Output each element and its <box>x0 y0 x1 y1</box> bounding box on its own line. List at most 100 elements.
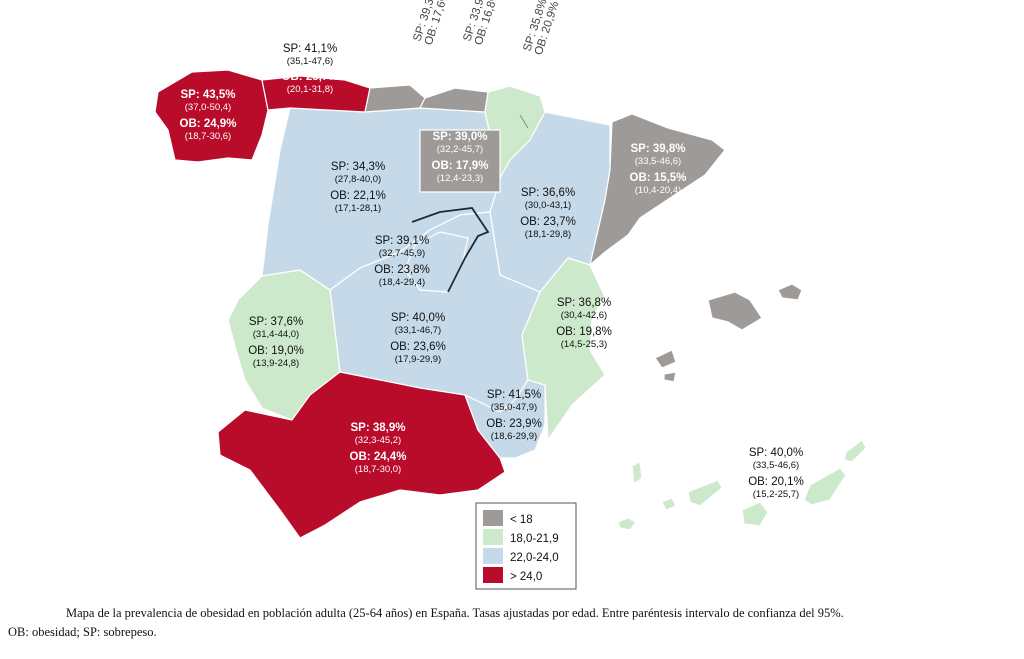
region-label-galicia-sp-ci: (37,0-50,4) <box>185 102 231 113</box>
navarra-leader-line <box>519 114 529 129</box>
legend-swatch-1 <box>483 510 503 526</box>
region-label-asturias-ob: OB: 25,7% <box>282 71 339 83</box>
region-label-aragon-sp-ci: (30,0-43,1) <box>525 200 571 211</box>
region-label-c-valenciana-sp: SP: 36,8% <box>557 297 611 309</box>
region-label-islas-baleares-ob-ci: (6,9-14,2) <box>779 351 820 362</box>
region-label-castilla-y-leon-sp-ci: (27,8-40,0) <box>335 174 381 185</box>
region-label-islas-baleares-sp: SP: 32,2% <box>773 309 828 321</box>
region-label-asturias-ob-ci: (20,1-31,8) <box>287 84 333 95</box>
region-label-c-valenciana-ob-ci: (14,5-25,3) <box>561 339 607 350</box>
region-label-castilla-la-mancha: SP: 40,0%(33,1-46,7) OB: 23,6%(17,9-29,9) <box>390 312 446 365</box>
region-label-galicia-ob-ci: (18,7-30,6) <box>185 131 231 142</box>
region-label-islas-baleares-ob: OB: 10,5% <box>772 338 829 350</box>
region-baleares-formentera <box>663 371 677 383</box>
region-label-andalucia: SP: 38,9%(32,3-45,2) OB: 24,4%(18,7-30,0) <box>350 422 407 475</box>
madrid-border-line <box>411 207 490 293</box>
region-label-asturias-sp-ci: (35,1-47,6) <box>287 56 333 67</box>
region-la-rioja <box>419 129 501 193</box>
region-label-la-rioja-ob-ci: (12,4-23,3) <box>437 173 483 184</box>
region-label-madrid-sp: SP: 39,1% <box>375 235 429 247</box>
region-label-madrid-ob: OB: 23,8% <box>374 264 430 276</box>
region-label-la-rioja-sp-ci: (32,2-45,7) <box>437 144 483 155</box>
region-label-islas-baleares: SP: 32,2%(26,4-38,0) OB: 10,5%(6,9-14,2) <box>772 309 829 362</box>
region-label-castilla-la-mancha-sp: SP: 40,0% <box>391 312 445 324</box>
region-label-cantabria: SP: 39,3% (33,1-45,8)OB: 17,6% (12,8-22,… <box>411 0 466 47</box>
region-label-canarias-sp-ci: (33,5-46,6) <box>753 460 799 471</box>
region-galicia <box>154 69 269 163</box>
region-label-aragon-sp: SP: 36,6% <box>521 187 575 199</box>
region-label-navarra: SP: 35,8% (29,5-42,4)OB: 20,9% (15,6-26,… <box>521 0 576 57</box>
region-baleares-ibiza <box>654 349 677 369</box>
region-canarias-fuerteventura <box>803 467 847 506</box>
legend-label-4: > 24,0 <box>510 571 542 583</box>
region-murcia <box>464 379 546 459</box>
caption-line-1: Mapa de la prevalencia de obesidad en po… <box>66 606 844 620</box>
legend-swatch-2 <box>483 529 503 545</box>
region-label-castilla-y-leon: SP: 34,3%(27,8-40,0) OB: 22,1%(17,1-28,1) <box>330 161 386 214</box>
region-label-c-valenciana: SP: 36,8%(30,4-42,6) OB: 19,8%(14,5-25,3) <box>556 297 612 350</box>
region-baleares-mallorca <box>707 291 763 331</box>
region-label-aragon: SP: 36,6%(30,0-43,1) OB: 23,7%(18,1-29,8) <box>520 187 576 240</box>
region-canarias-lanzarote <box>843 439 867 463</box>
region-extremadura <box>227 269 341 421</box>
region-label-canarias-sp: SP: 40,0% <box>749 447 803 459</box>
region-label-murcia-ob: OB: 23,9% <box>486 418 542 430</box>
region-label-andalucia-sp-ci: (32,3-45,2) <box>355 435 401 446</box>
region-andalucia <box>217 371 506 539</box>
region-label-castilla-y-leon-ob: OB: 22,1% <box>330 190 386 202</box>
region-label-andalucia-ob-ci: (18,7-30,0) <box>355 464 401 475</box>
region-cataluna <box>589 113 726 266</box>
region-label-cataluna-sp: SP: 39,8% <box>631 143 686 155</box>
region-baleares-menorca <box>777 283 803 301</box>
region-label-castilla-la-mancha-sp-ci: (33,1-46,7) <box>395 325 441 336</box>
region-cantabria <box>364 84 426 113</box>
region-label-extremadura-sp-ci: (31,4-44,0) <box>253 329 299 340</box>
region-label-castilla-y-leon-ob-ci: (17,1-28,1) <box>335 203 381 214</box>
region-label-castilla-y-leon-sp: SP: 34,3% <box>331 161 385 173</box>
region-label-canarias-ob-ci: (15,2-25,7) <box>753 489 799 500</box>
region-label-galicia-ob: OB: 24,9% <box>180 118 237 130</box>
region-label-andalucia-ob: OB: 24,4% <box>350 451 407 463</box>
region-label-cataluna-ob: OB: 15,5% <box>630 172 687 184</box>
region-label-c-valenciana-ob: OB: 19,8% <box>556 326 612 338</box>
legend-label-1: < 18 <box>510 514 533 526</box>
region-canarias-la-gomera <box>661 497 677 511</box>
region-label-murcia-sp-ci: (35,0-47,9) <box>491 402 537 413</box>
region-label-galicia-sp: SP: 43,5% <box>181 89 236 101</box>
region-label-castilla-la-mancha-ob-ci: (17,9-29,9) <box>395 354 441 365</box>
region-label-extremadura: SP: 37,6%(31,4-44,0) OB: 19,0%(13,9-24,8) <box>248 316 304 369</box>
region-canarias-la-palma <box>631 461 643 485</box>
region-label-cataluna-ob-ci: (10,4-20,4) <box>635 185 681 196</box>
region-label-la-rioja: SP: 39,0%(32,2-45,7) OB: 17,9%(12,4-23,3) <box>432 131 489 184</box>
region-label-pais-vasco-text: SP: 33,9% (27,9-40,1)OB: 16,8% (12,9-21,… <box>461 0 516 47</box>
caption-line-2: OB: obesidad; SP: sobrepeso. <box>8 625 157 639</box>
region-label-navarra-text: SP: 35,8% (29,5-42,4)OB: 20,9% (15,6-26,… <box>521 0 576 57</box>
spain-obesity-map: SP: 43,5%(37,0-50,4) OB: 24,9%(18,7-30,6)… <box>154 0 867 590</box>
region-label-extremadura-ob: OB: 19,0% <box>248 345 304 357</box>
region-label-andalucia-sp: SP: 38,9% <box>351 422 406 434</box>
region-label-la-rioja-ob: OB: 17,9% <box>432 160 489 172</box>
region-label-extremadura-sp: SP: 37,6% <box>249 316 303 328</box>
region-label-murcia: SP: 41,5%(35,0-47,9) OB: 23,9%(18,6-29,9) <box>486 389 542 442</box>
region-label-pais-vasco: SP: 33,9% (27,9-40,1)OB: 16,8% (12,9-21,… <box>461 0 516 47</box>
legend: < 18 18,0-21,9 22,0-24,0 > 24,0 <box>475 502 577 590</box>
region-label-aragon-ob-ci: (18,1-29,8) <box>525 229 571 240</box>
region-label-murcia-ob-ci: (18,6-29,9) <box>491 431 537 442</box>
region-label-cantabria-text: SP: 39,3% (33,1-45,8)OB: 17,6% (12,8-22,… <box>411 0 466 47</box>
region-label-canarias-ob: OB: 20,1% <box>748 476 804 488</box>
region-label-galicia: SP: 43,5%(37,0-50,4) OB: 24,9%(18,7-30,6) <box>180 89 237 142</box>
region-label-aragon-ob: OB: 23,7% <box>520 216 576 228</box>
region-label-extremadura-ob-ci: (13,9-24,8) <box>253 358 299 369</box>
region-label-madrid: SP: 39,1%(32,7-45,9) OB: 23,8%(18,4-29,4) <box>374 235 430 288</box>
region-label-asturias-sp: SP: 41,1% <box>283 43 337 55</box>
region-label-cataluna: SP: 39,8%(33,5-46,6) OB: 15,5%(10,4-20,4) <box>630 143 687 196</box>
legend-swatch-4 <box>483 567 503 583</box>
region-pais-vasco <box>419 87 489 113</box>
legend-swatch-3 <box>483 548 503 564</box>
map-caption: Mapa de la prevalencia de obesidad en po… <box>8 604 1018 642</box>
region-label-c-valenciana-sp-ci: (30,4-42,6) <box>561 310 607 321</box>
region-label-madrid-ob-ci: (18,4-29,4) <box>379 277 425 288</box>
region-label-cataluna-sp-ci: (33,5-46,6) <box>635 156 681 167</box>
region-label-canarias: SP: 40,0%(33,5-46,6) OB: 20,1%(15,2-25,7) <box>748 447 804 500</box>
region-label-madrid-sp-ci: (32,7-45,9) <box>379 248 425 259</box>
